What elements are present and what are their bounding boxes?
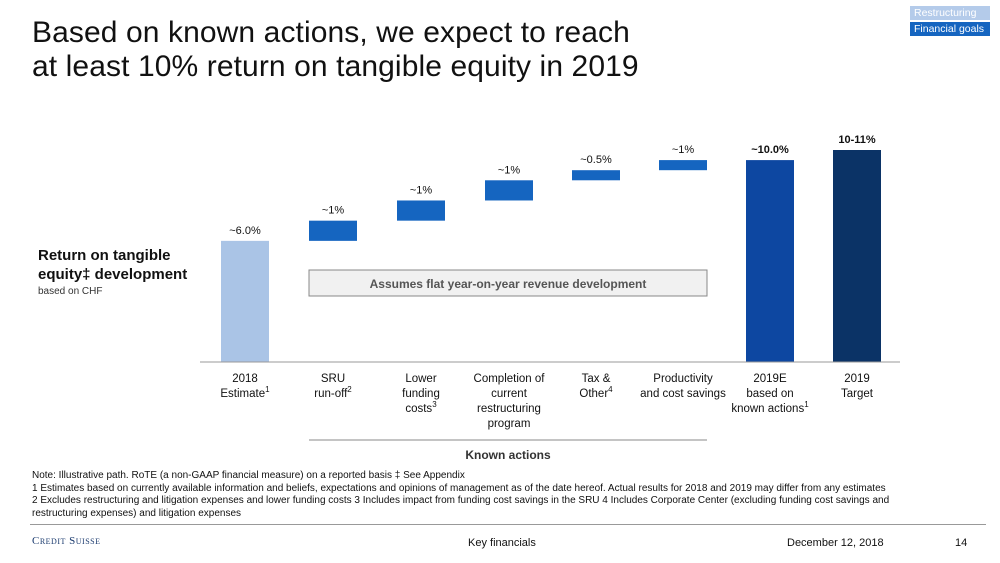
known-actions-label: Known actions bbox=[465, 448, 551, 462]
tag-financial-goals[interactable]: Financial goals bbox=[910, 22, 990, 36]
tag-restructuring[interactable]: Restructuring bbox=[910, 6, 990, 20]
category-label: 2019E based on known actions1 bbox=[731, 373, 809, 415]
footer-date: December 12, 2018 bbox=[787, 537, 884, 549]
data-label: ~1% bbox=[498, 164, 521, 176]
footnote-line: 2 Excludes restructuring and litigation … bbox=[32, 495, 890, 506]
category-label: 2018 Estimate1 bbox=[220, 373, 270, 400]
category-label: Completion of current restructuring program bbox=[474, 373, 546, 430]
data-label: ~0.5% bbox=[580, 154, 612, 166]
data-label: ~10.0% bbox=[751, 144, 789, 156]
assumption-box bbox=[308, 269, 708, 297]
title-line-2: at least 10% return on tangible equity i… bbox=[32, 50, 639, 83]
footer-section: Key financials bbox=[468, 537, 536, 549]
bar-4 bbox=[572, 170, 620, 181]
footnote-line: Note: Illustrative path. RoTE (a non-GAA… bbox=[32, 470, 465, 481]
data-label: 10-11% bbox=[838, 134, 876, 146]
category-label: 2019 Target bbox=[841, 373, 874, 400]
side-title-line-1: Return on tangible bbox=[38, 247, 171, 264]
category-label: SRU run-off2 bbox=[314, 373, 352, 400]
category-label: Productivity and cost savings bbox=[640, 373, 726, 400]
bar-0 bbox=[221, 240, 269, 362]
page-number: 14 bbox=[955, 537, 968, 549]
bar-5 bbox=[659, 160, 707, 171]
bar-7 bbox=[833, 150, 881, 362]
data-label: ~6.0% bbox=[229, 225, 261, 237]
footer-divider bbox=[30, 524, 986, 525]
data-label: ~1% bbox=[322, 205, 345, 217]
data-label: ~1% bbox=[672, 144, 695, 156]
data-label: ~1% bbox=[410, 184, 433, 196]
waterfall-chart: Assumes flat year-on-year revenue develo… bbox=[200, 134, 900, 462]
bar-2 bbox=[397, 200, 445, 221]
side-subtitle: based on CHF bbox=[38, 286, 103, 297]
credit-suisse-logo: Credit Suisse bbox=[32, 535, 101, 547]
bar-6 bbox=[746, 160, 794, 362]
bar-1 bbox=[309, 220, 357, 241]
footnote-line: restructuring expenses) and litigation e… bbox=[32, 507, 242, 519]
category-label: Tax & Other4 bbox=[579, 373, 613, 400]
footnotes: Note: Illustrative path. RoTE (a non-GAA… bbox=[32, 470, 972, 520]
side-title-line-2: equity‡ development bbox=[38, 266, 188, 283]
bar-3 bbox=[485, 180, 533, 201]
chart-side-label: Return on tangible equity‡ development b… bbox=[38, 246, 187, 297]
category-label: Lower funding costs3 bbox=[402, 373, 440, 415]
assumption-text: Assumes flat year-on-year revenue develo… bbox=[370, 277, 647, 291]
footnote-line: 1 Estimates based on currently available… bbox=[32, 482, 886, 494]
page-title: Based on known actions, we expect to rea… bbox=[32, 16, 639, 84]
title-line-1: Based on known actions, we expect to rea… bbox=[32, 16, 630, 49]
